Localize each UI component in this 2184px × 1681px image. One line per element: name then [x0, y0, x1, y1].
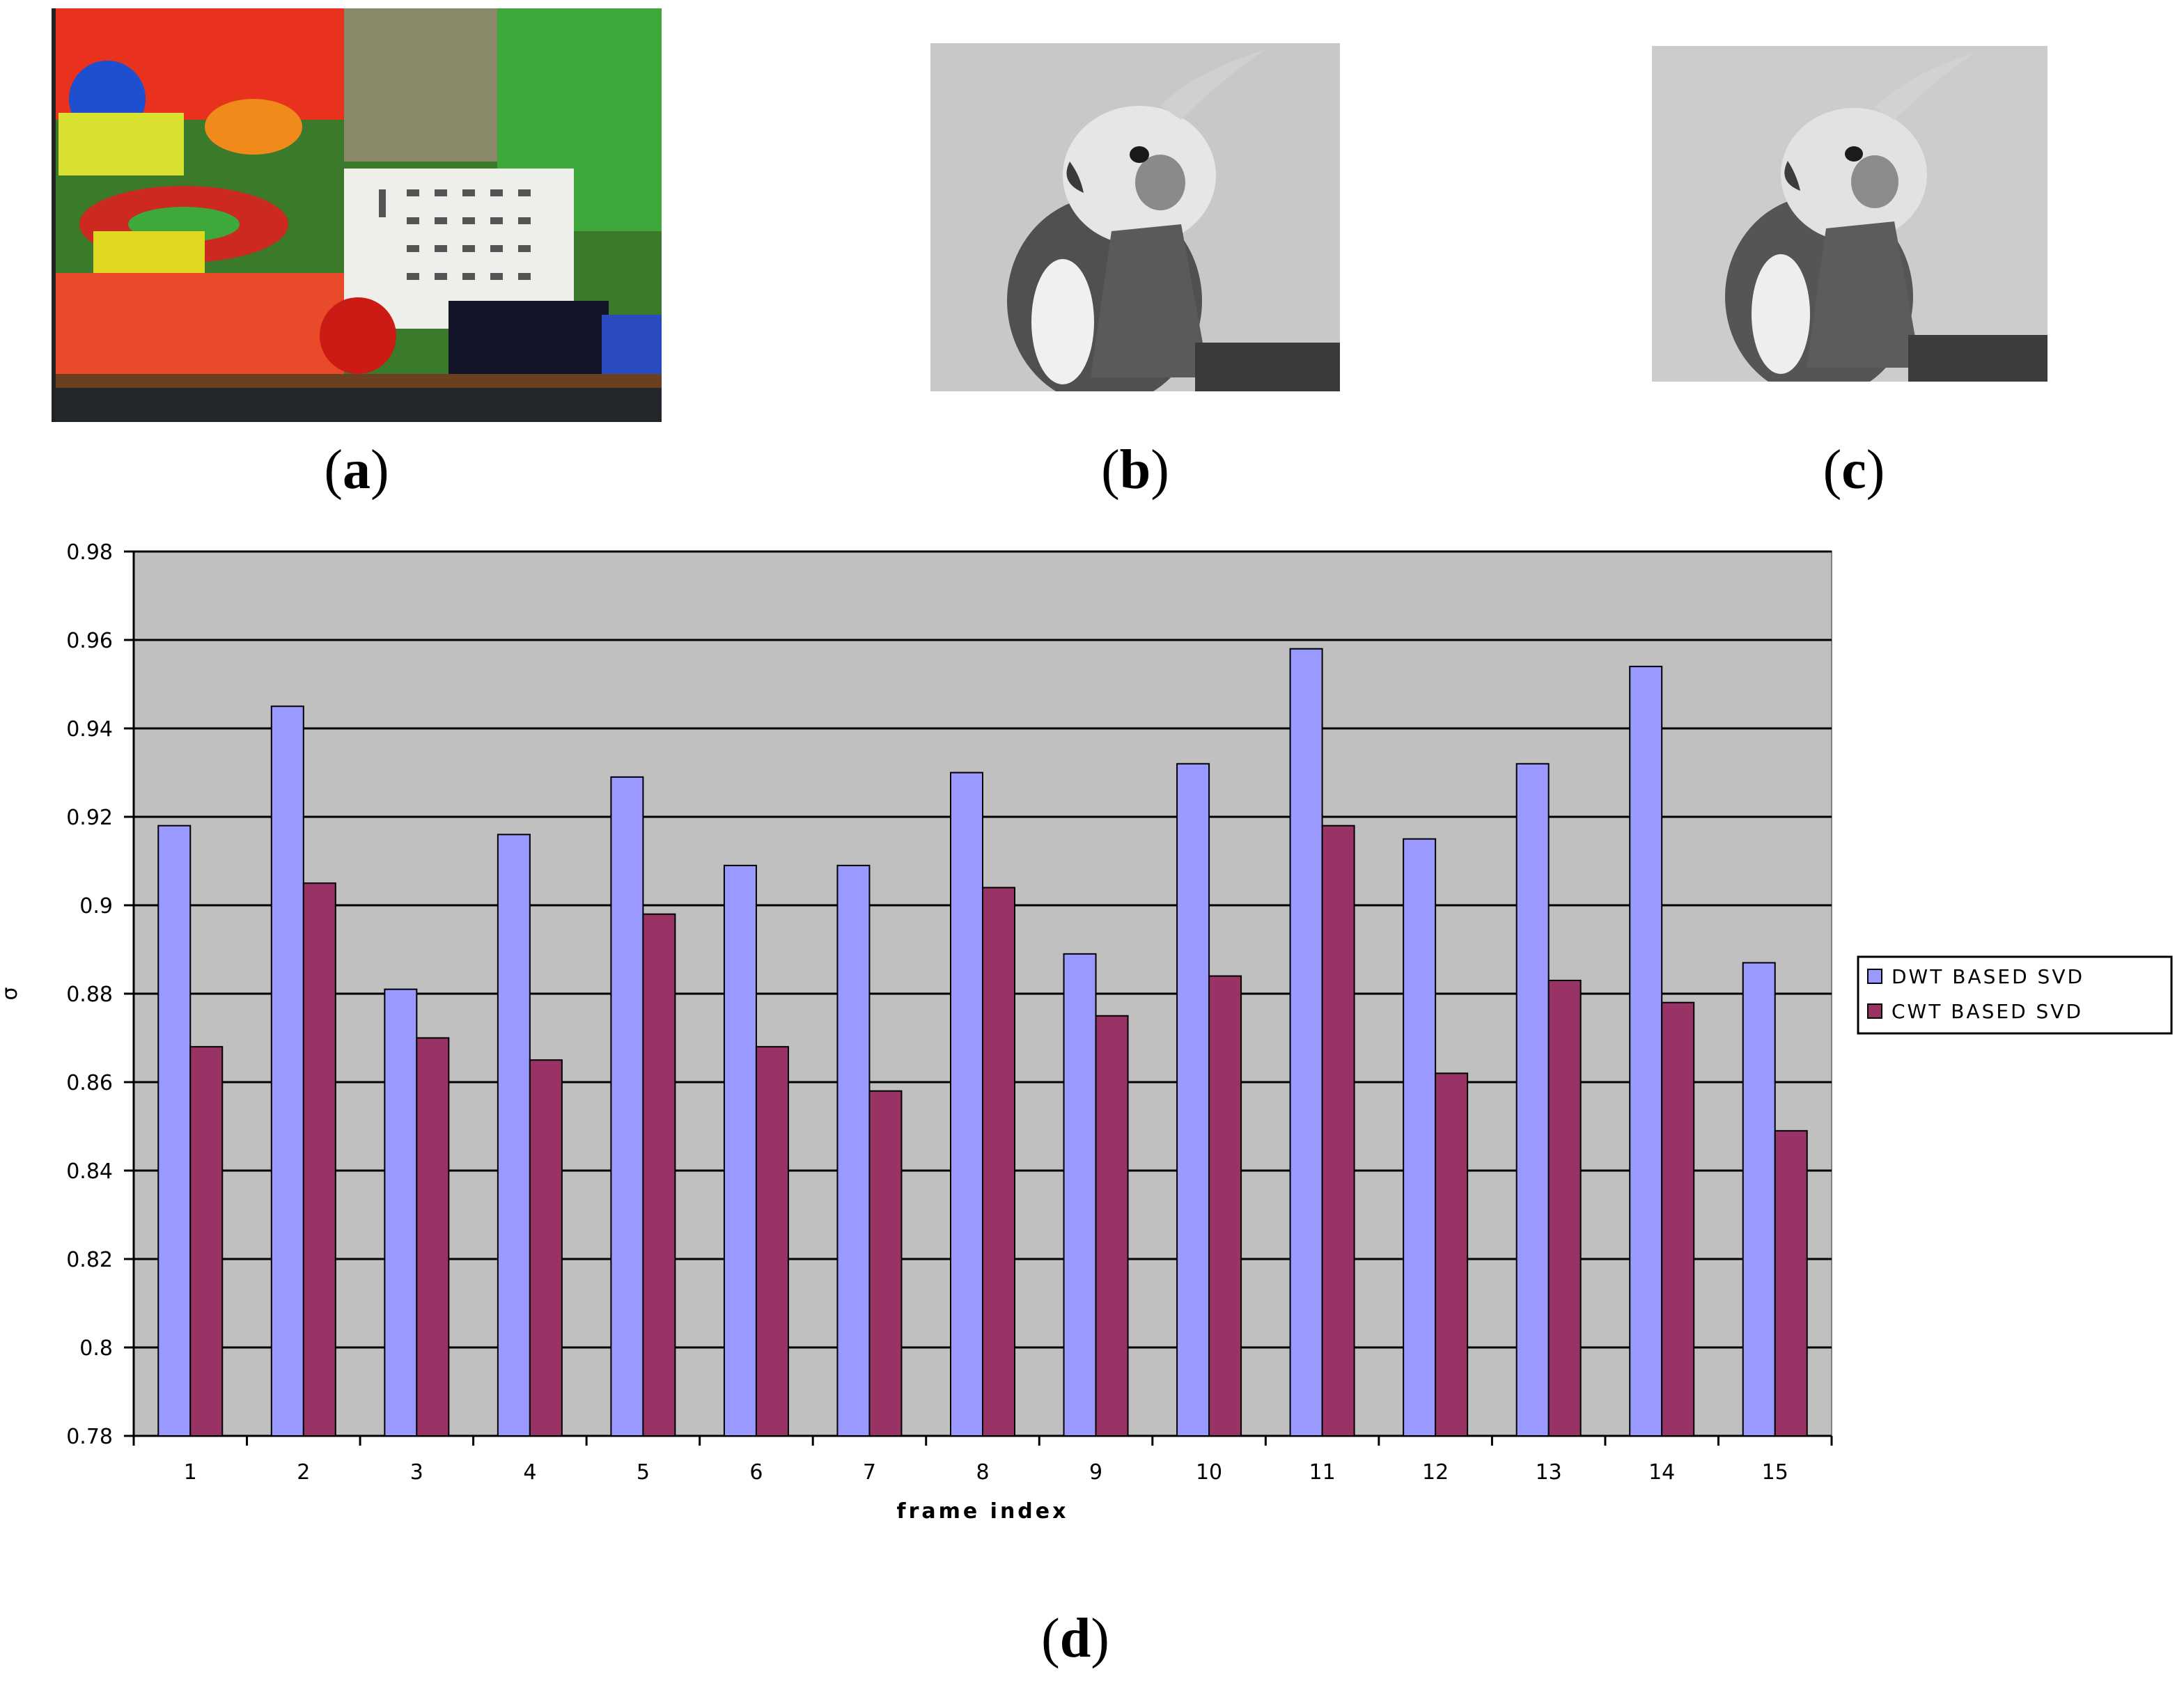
y-tick-label: 0.88: [66, 983, 113, 1007]
bar-cwt-11: [1321, 824, 1355, 1437]
y-tick-label: 0.84: [66, 1159, 113, 1184]
legend: DWT BASED SVD CWT BASED SVD: [1857, 955, 2173, 1035]
caption-b-label: b: [1119, 439, 1151, 501]
bar-cwt-9: [1095, 1015, 1129, 1437]
x-axis-label: frame index: [897, 1499, 1069, 1524]
y-tick-label: 0.94: [66, 717, 113, 742]
x-tick-label: 7: [863, 1460, 876, 1485]
bar-cwt-2: [302, 882, 336, 1437]
bar-cwt-13: [1547, 979, 1582, 1437]
bar-dwt-9: [1063, 953, 1097, 1437]
bar-dwt-12: [1403, 838, 1437, 1437]
bar-dwt-13: [1515, 763, 1550, 1437]
bar-cwt-1: [189, 1046, 224, 1437]
caption-a: (a): [324, 439, 389, 501]
x-axis: 1 2 3 4 5 6 7 8 9 10 11 12 13 14 15: [132, 1434, 1833, 1485]
bar-dwt-15: [1742, 962, 1776, 1437]
x-tick-label: 3: [410, 1460, 423, 1485]
x-tick-label: 6: [749, 1460, 763, 1485]
bar-cwt-12: [1435, 1072, 1469, 1437]
x-tick-label: 10: [1196, 1460, 1222, 1485]
y-axis: 0.78 0.8 0.82 0.84 0.86 0.88 0.9 0.92 0.94 0.96 0.…: [66, 540, 135, 1449]
bar-dwt-14: [1629, 666, 1663, 1437]
bar-dwt-4: [497, 834, 531, 1437]
bar-dwt-1: [157, 824, 192, 1437]
x-tick-label: 13: [1536, 1460, 1562, 1485]
y-tick-label: 0.82: [66, 1248, 113, 1272]
bar-cwt-7: [868, 1090, 903, 1437]
grayscale-cockatiel-image: [930, 43, 1340, 391]
bar-dwt-10: [1176, 763, 1210, 1437]
bar-dwt-7: [836, 864, 871, 1437]
bar-cwt-15: [1774, 1129, 1808, 1437]
x-tick-label: 8: [976, 1460, 989, 1485]
bars: [157, 648, 1808, 1437]
x-tick-label: 15: [1762, 1460, 1788, 1485]
bar-dwt-3: [384, 988, 418, 1437]
bar-cwt-6: [755, 1046, 789, 1437]
x-tick-label: 12: [1422, 1460, 1449, 1485]
photo-a: [52, 8, 662, 422]
bar-chart: 0.78 0.8 0.82 0.84 0.86 0.88 0.9 0.92 0.94 0.96 0.…: [0, 540, 2173, 1524]
legend-label: DWT BASED SVD: [1892, 965, 2084, 988]
colorful-toy-scene-image: [52, 8, 662, 422]
caption-b: (b): [1101, 439, 1169, 501]
caption-a-label: a: [343, 439, 370, 501]
legend-swatch: [1867, 969, 1882, 984]
x-tick-label: 1: [184, 1460, 197, 1485]
bar-cwt-5: [642, 913, 676, 1437]
y-axis-label: σ: [0, 987, 22, 1000]
photo-c: [1652, 46, 2048, 382]
bar-dwt-5: [610, 776, 644, 1437]
y-tick-label: 0.98: [66, 540, 113, 565]
bar-cwt-10: [1208, 975, 1242, 1437]
caption-d: (d): [1041, 1608, 1109, 1669]
bar-dwt-2: [270, 705, 304, 1437]
y-tick-label: 0.8: [79, 1336, 113, 1361]
bar-cwt-4: [529, 1059, 563, 1437]
bar-cwt-3: [416, 1037, 450, 1437]
x-tick-label: 11: [1309, 1460, 1336, 1485]
caption-c: (c): [1823, 439, 1885, 501]
legend-swatch: [1867, 1003, 1882, 1019]
caption-d-label: d: [1059, 1608, 1091, 1669]
bar-cwt-14: [1661, 1001, 1695, 1437]
y-tick-label: 0.96: [66, 629, 113, 653]
x-tick-label: 4: [523, 1460, 536, 1485]
legend-label: CWT BASED SVD: [1892, 1000, 2083, 1023]
legend-box: [1857, 955, 2173, 1035]
bar-cwt-8: [982, 886, 1015, 1437]
grayscale-cockatiel-watermarked-image: [1652, 46, 2048, 382]
y-tick-label: 0.92: [66, 806, 113, 830]
x-tick-label: 2: [297, 1460, 310, 1485]
bar-dwt-6: [723, 864, 757, 1437]
y-tick-label: 0.9: [79, 894, 113, 918]
caption-c-label: c: [1841, 439, 1866, 501]
y-tick-label: 0.78: [66, 1425, 113, 1449]
bar-dwt-8: [950, 772, 983, 1437]
x-tick-label: 9: [1089, 1460, 1102, 1485]
x-tick-label: 5: [637, 1460, 650, 1485]
bar-dwt-11: [1289, 648, 1323, 1437]
photo-b: [930, 43, 1340, 391]
x-tick-label: 14: [1648, 1460, 1675, 1485]
y-tick-label: 0.86: [66, 1071, 113, 1095]
